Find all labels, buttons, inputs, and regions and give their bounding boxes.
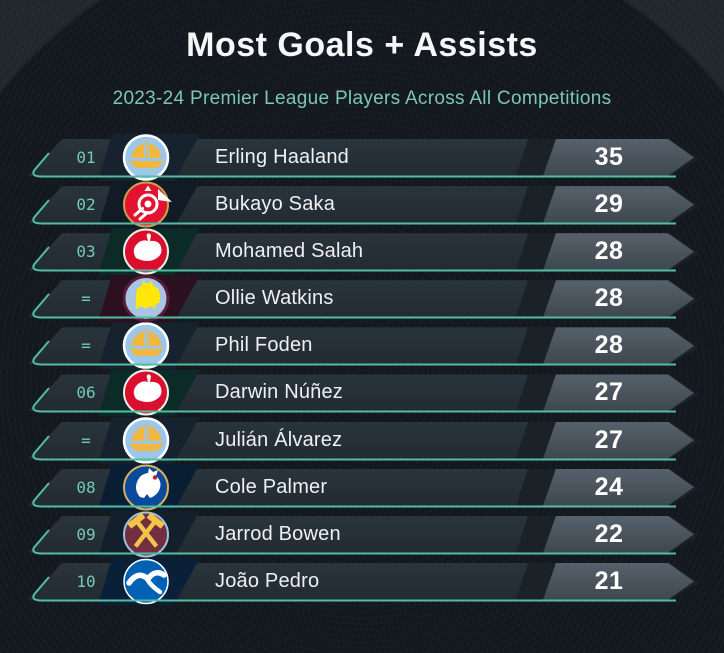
leaderboard-row: 02 Bukayo Saka 29: [28, 181, 700, 229]
rank-label: 10: [76, 571, 96, 591]
leaderboard-row: = Phil Foden 28: [28, 322, 700, 370]
value-label: 27: [594, 425, 624, 454]
player-name: Mohamed Salah: [215, 240, 364, 263]
rank-label: =: [81, 430, 91, 450]
player-name: Darwin Núñez: [215, 381, 344, 404]
leaderboard-row: 06 Darwin Núñez 27: [28, 369, 700, 417]
value-label: 28: [594, 237, 624, 266]
value-label: 21: [594, 566, 624, 595]
rank-label: =: [81, 289, 91, 309]
player-name: Bukayo Saka: [215, 193, 336, 216]
leaderboard: 01 Erling Haaland 35 02 Bukayo Saka 29: [28, 134, 700, 610]
value-label: 28: [594, 284, 624, 313]
leaderboard-row: = Ollie Watkins 28: [28, 275, 700, 323]
player-name: Phil Foden: [215, 334, 313, 357]
leaderboard-row: 10 João Pedro 21: [28, 557, 700, 605]
rank-label: =: [81, 336, 91, 356]
value-label: 27: [594, 378, 624, 407]
value-label: 22: [594, 519, 624, 548]
player-name: Cole Palmer: [215, 475, 328, 498]
rank-label: 09: [76, 524, 96, 544]
leaderboard-row: 03 Mohamed Salah 28: [28, 228, 700, 276]
player-name: Julián Álvarez: [215, 428, 343, 451]
rank-label: 03: [76, 242, 96, 262]
page-subtitle: 2023-24 Premier League Players Across Al…: [112, 88, 612, 109]
value-label: 24: [594, 472, 624, 501]
rank-label: 02: [76, 195, 96, 215]
value-label: 35: [594, 143, 624, 171]
player-name: Jarrod Bowen: [215, 522, 341, 545]
player-name: Ollie Watkins: [215, 287, 334, 310]
value-label: 29: [594, 190, 624, 219]
rank-label: 06: [76, 383, 96, 403]
leaderboard-row: 09 Jarrod Bowen 22: [28, 510, 700, 558]
player-name: Erling Haaland: [215, 146, 349, 168]
player-name: João Pedro: [215, 569, 320, 592]
leaderboard-row: 08 Cole Palmer 24: [28, 463, 700, 511]
leaderboard-row: 01 Erling Haaland 35: [28, 134, 700, 181]
page-title: Most Goals + Assists: [186, 26, 538, 64]
rank-label: 08: [76, 477, 96, 497]
leaderboard-row: = Julián Álvarez 27: [28, 416, 700, 464]
value-label: 28: [594, 331, 624, 360]
rank-label: 01: [76, 148, 96, 167]
